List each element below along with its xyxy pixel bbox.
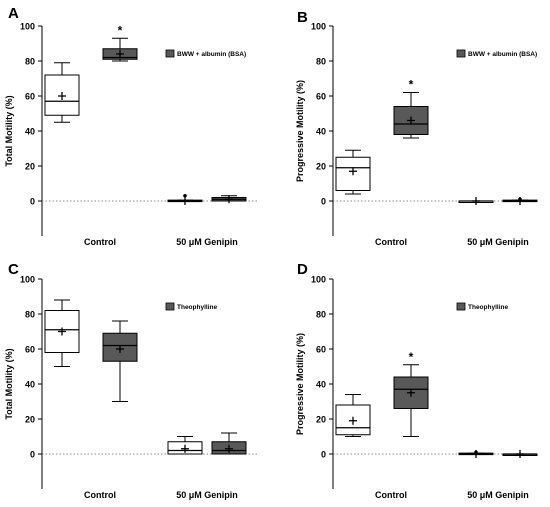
panel-a: A 0 20 40 60 80 100 Total Motility (%) Control 50… [4, 5, 258, 247]
y-tick-label: 0 [321, 450, 326, 460]
y-axis-title: Progressive Motility (%) [295, 333, 305, 435]
panel-label: D [297, 261, 308, 278]
x-category-label: Control [84, 490, 116, 500]
box-grey-genipin [502, 450, 538, 458]
y-tick-label: 0 [30, 197, 35, 207]
box-grey-control: * [102, 23, 138, 62]
y-tick-label: 20 [25, 162, 35, 172]
legend-swatch [456, 49, 466, 58]
y-tick-label: 40 [316, 127, 326, 137]
legend: Theophylline [456, 302, 508, 311]
box-grey-genipin [502, 197, 538, 205]
x-category-label: 50 μM Genipin [467, 237, 529, 247]
legend: BWW + albumin (BSA) [456, 49, 537, 58]
box-white-genipin [167, 436, 203, 455]
box-white-genipin [458, 450, 494, 458]
legend-label: BWW + albumin (BSA) [468, 51, 537, 58]
significance-asterisk: * [409, 78, 414, 92]
box-white-genipin [458, 197, 494, 205]
y-tick-label: 80 [316, 57, 326, 67]
y-tick-label: 40 [25, 380, 35, 390]
box-white-genipin [167, 193, 203, 205]
panel-d: D 0 20 40 60 80 100 Progressive Motility (%) Con… [295, 261, 538, 500]
y-tick-label: 0 [30, 450, 35, 460]
panel-label: A [8, 5, 19, 22]
legend: BWW + albumin (BSA) [165, 49, 246, 58]
y-tick-label: 100 [311, 22, 326, 32]
legend-swatch [456, 302, 466, 311]
box-grey-control: * [393, 78, 429, 139]
panel-c: C 0 20 40 60 80 100 Total Motility (%) Control 50… [4, 261, 258, 500]
y-tick-label: 60 [316, 345, 326, 355]
box-grey-genipin [211, 432, 247, 455]
y-tick-label: 80 [316, 310, 326, 320]
outlier-point [518, 197, 522, 202]
y-axis-title: Total Motility (%) [4, 348, 14, 419]
legend: Theophylline [165, 302, 217, 311]
box-grey-control: * [393, 350, 429, 437]
y-tick-label: 100 [20, 275, 35, 285]
y-tick-label: 100 [20, 22, 35, 32]
y-tick-label: 40 [25, 127, 35, 137]
panel-label: C [8, 261, 19, 278]
box-white-control [44, 62, 80, 123]
y-axis-title: Total Motility (%) [4, 95, 14, 166]
y-tick-label: 60 [25, 345, 35, 355]
legend-label: BWW + albumin (BSA) [177, 51, 246, 58]
panel-label: B [297, 9, 308, 26]
x-category-label: 50 μM Genipin [467, 490, 529, 500]
outlier-point [474, 450, 478, 455]
box-white-control [335, 149, 371, 195]
box-grey-control [102, 320, 138, 402]
box-grey-genipin [211, 195, 247, 204]
y-tick-label: 20 [25, 415, 35, 425]
x-category-label: Control [84, 237, 116, 247]
significance-asterisk: * [409, 350, 414, 364]
x-category-label: 50 μM Genipin [176, 237, 238, 247]
legend-swatch [165, 49, 175, 58]
y-tick-label: 40 [316, 380, 326, 390]
y-tick-label: 80 [25, 310, 35, 320]
box-white-control [335, 394, 371, 437]
significance-asterisk: * [118, 23, 123, 37]
y-tick-label: 80 [25, 57, 35, 67]
legend-label: Theophylline [177, 304, 217, 311]
x-category-label: Control [375, 237, 407, 247]
legend-swatch [165, 302, 175, 311]
y-axis-title: Progressive Motility (%) [295, 80, 305, 182]
legend-label: Theophylline [468, 304, 508, 311]
y-tick-label: 0 [321, 197, 326, 207]
x-category-label: Control [375, 490, 407, 500]
y-tick-label: 20 [316, 415, 326, 425]
x-category-label: 50 μM Genipin [176, 490, 238, 500]
y-tick-label: 60 [25, 92, 35, 102]
box-white-control [44, 299, 80, 367]
y-tick-label: 60 [316, 92, 326, 102]
y-tick-label: 20 [316, 162, 326, 172]
y-tick-label: 100 [311, 275, 326, 285]
panel-b: B 0 20 40 60 80 100 Progressive Motility (%) Con… [295, 9, 538, 247]
outlier-point [183, 193, 187, 198]
